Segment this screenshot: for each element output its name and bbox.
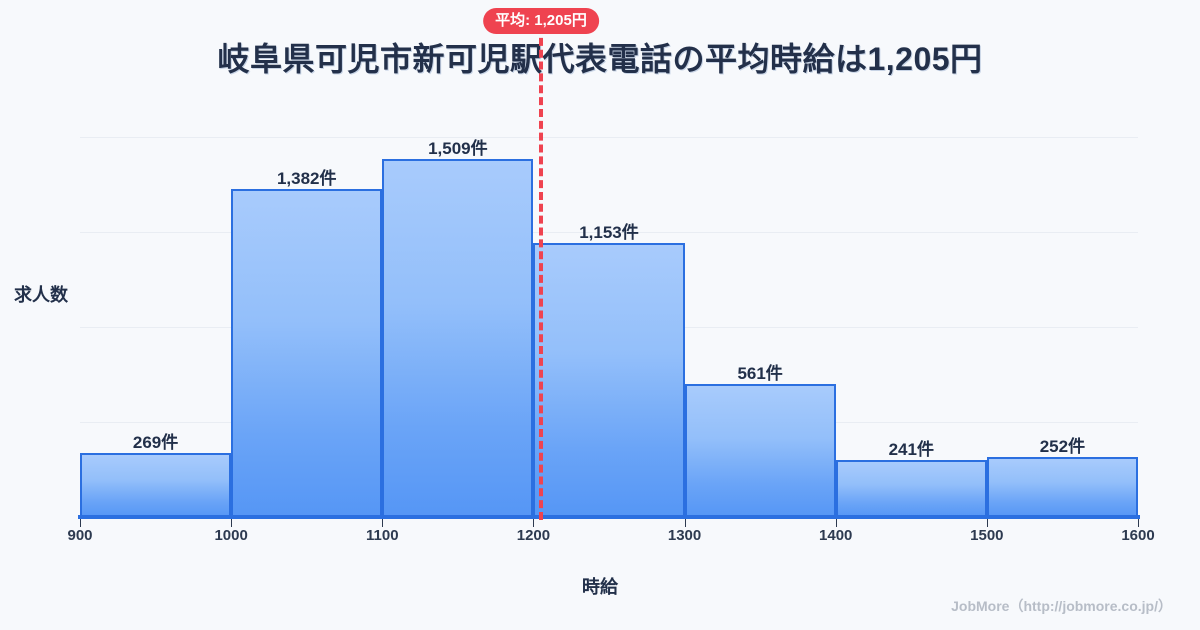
bar-value-label: 1,153件 (579, 223, 639, 243)
gridline (80, 137, 1138, 139)
histogram-bar (231, 189, 383, 517)
x-tick-mark (1138, 519, 1139, 527)
bar-value-label: 1,382件 (276, 169, 337, 189)
x-tick-mark (986, 519, 988, 527)
x-tick-mark (684, 519, 686, 527)
x-tick-label: 1100 (366, 527, 399, 544)
average-badge: 平均: 1,205円 (483, 8, 599, 34)
x-tick-mark (80, 519, 81, 527)
x-axis-title: 時給 (582, 577, 618, 597)
x-tick-mark (382, 519, 384, 527)
x-tick-label: 1000 (214, 527, 248, 544)
bar-value-label: 241件 (888, 439, 934, 459)
chart-plot-area: 269件 1,382件 1,509件 1,153件 561件 241件 252件 (80, 97, 1138, 518)
x-tick-label: 1500 (970, 527, 1004, 544)
x-tick-label: 1200 (516, 527, 551, 544)
bar-value-label: 252件 (1039, 437, 1086, 457)
x-tick-label: 1300 (667, 527, 702, 544)
histogram-bar (80, 453, 232, 517)
average-dashed-line (538, 26, 543, 520)
histogram-bar (382, 158, 534, 517)
histogram-bar (533, 243, 685, 517)
x-tick-label: 1600 (1121, 527, 1155, 544)
bar-value-label: 561件 (737, 363, 783, 383)
histogram-bar (684, 383, 836, 517)
x-tick-mark (231, 519, 233, 527)
histogram-bar (835, 459, 987, 517)
histogram-bar (986, 457, 1138, 517)
bar-value-label: 269件 (132, 433, 179, 453)
x-tick-label: 1400 (819, 527, 853, 544)
bar-value-label: 1,509件 (428, 138, 488, 158)
x-axis-line (78, 515, 1140, 519)
footer-credit: JobMore（http://jobmore.co.jp/） (951, 598, 1172, 614)
x-tick-mark (835, 519, 837, 527)
gridline (80, 232, 1138, 234)
y-axis-title: 求人数 (14, 285, 68, 305)
x-tick-mark (533, 519, 535, 527)
page-title: 岐阜県可児市新可児駅代表電話の平均時給は1,205円 (217, 41, 983, 77)
x-tick-label: 900 (67, 527, 93, 544)
